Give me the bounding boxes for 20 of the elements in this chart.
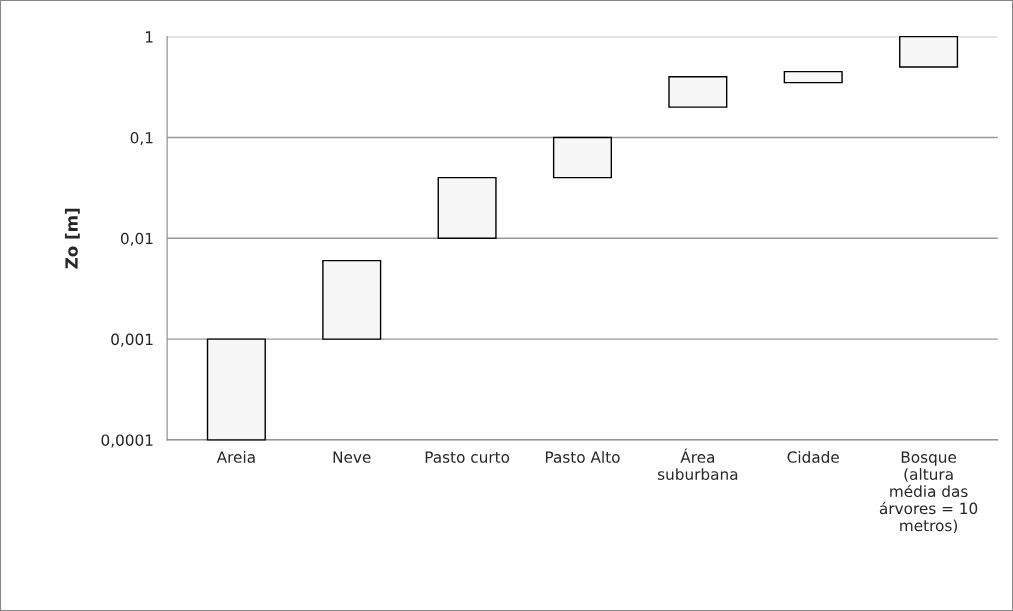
- y-axis-title: Zo [m]: [64, 208, 80, 269]
- y-tick-label: 0,0001: [101, 434, 153, 448]
- x-tick-label: Pasto curto: [425, 451, 510, 463]
- bar: [668, 76, 728, 108]
- y-tick-label: 1: [145, 31, 153, 43]
- bar: [783, 70, 843, 84]
- bar: [206, 338, 266, 441]
- bar: [322, 259, 382, 340]
- y-tick-label: 0,1: [130, 131, 153, 146]
- x-tick-label: Área suburbana: [657, 448, 738, 480]
- x-tick-label: Cidade: [787, 451, 839, 463]
- bar: [552, 136, 613, 179]
- bar: [899, 35, 959, 68]
- y-tick-label: 0,001: [111, 333, 153, 347]
- x-tick-label: Areia: [216, 451, 255, 463]
- x-tick-label: Pasto Alto: [545, 451, 620, 463]
- y-tick-label: 0,01: [120, 232, 153, 246]
- x-tick-label: Bosque (altura média das árvores = 10 metros): [879, 451, 978, 534]
- bar: [437, 176, 497, 239]
- x-tick-label: Neve: [333, 451, 371, 463]
